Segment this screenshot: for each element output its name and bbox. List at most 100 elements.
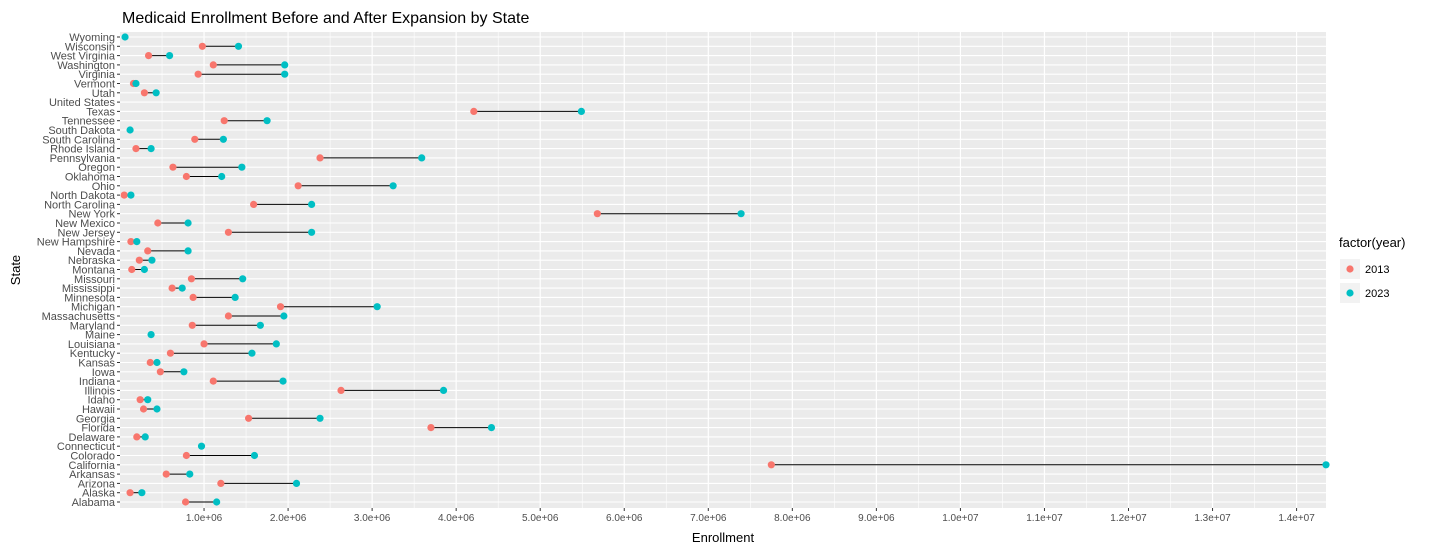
point-2013 bbox=[181, 498, 190, 506]
legend-title: factor(year) bbox=[1339, 235, 1405, 250]
point-2013 bbox=[316, 154, 324, 162]
y-tick-label: Florida bbox=[81, 423, 116, 435]
x-tick-label: 3.0e+06 bbox=[354, 513, 391, 524]
point-2023 bbox=[292, 479, 301, 487]
point-2013 bbox=[144, 247, 152, 255]
y-tick-label: Wisconsin bbox=[65, 41, 115, 53]
point-2013 bbox=[182, 451, 190, 460]
y-tick-label: Arkansas bbox=[69, 469, 115, 481]
y-tick-label: Montana bbox=[72, 265, 116, 277]
point-2013 bbox=[217, 479, 225, 487]
y-tick-label: United States bbox=[49, 97, 116, 109]
point-2023 bbox=[180, 368, 188, 376]
point-2023 bbox=[308, 228, 316, 236]
point-2023 bbox=[737, 210, 745, 218]
y-tick-label: Wyoming bbox=[69, 32, 115, 44]
y-tick-label: Maine bbox=[85, 330, 115, 342]
y-tick-label: Maryland bbox=[70, 320, 115, 332]
y-tick-label: Rhode Island bbox=[50, 144, 115, 156]
point-2023 bbox=[373, 303, 381, 311]
x-tick-label: 6.0e+06 bbox=[606, 513, 643, 524]
point-2013 bbox=[162, 470, 170, 478]
point-2023 bbox=[165, 52, 174, 60]
y-tick-label: Kansas bbox=[78, 358, 115, 370]
x-tick-label: 9.0e+06 bbox=[858, 513, 895, 524]
y-tick-label: South Carolina bbox=[42, 134, 116, 146]
point-2013 bbox=[140, 89, 148, 97]
point-2023 bbox=[577, 107, 585, 115]
point-2013 bbox=[126, 489, 134, 497]
point-2013 bbox=[191, 135, 199, 143]
y-tick-label: Hawaii bbox=[82, 404, 115, 416]
point-2013 bbox=[593, 210, 601, 218]
point-2023 bbox=[250, 451, 259, 460]
y-tick-label: South Dakota bbox=[48, 125, 116, 137]
point-2013 bbox=[144, 52, 153, 60]
point-2013 bbox=[276, 303, 285, 311]
point-2013 bbox=[188, 321, 196, 329]
point-2013 bbox=[250, 200, 258, 208]
y-tick-label: Iowa bbox=[92, 367, 116, 379]
point-2023 bbox=[153, 405, 161, 413]
point-2013 bbox=[132, 145, 140, 153]
gridlines bbox=[120, 32, 1326, 508]
point-2023 bbox=[152, 89, 160, 97]
y-tick-label: Georgia bbox=[76, 413, 116, 425]
point-2013 bbox=[166, 349, 175, 357]
point-2023 bbox=[418, 154, 426, 162]
y-tick-label: Washington bbox=[57, 60, 115, 72]
y-tick-label: Kentucky bbox=[70, 348, 116, 360]
point-2013 bbox=[135, 256, 143, 264]
y-tick-label: New Hampshire bbox=[37, 237, 115, 249]
point-2023 bbox=[389, 182, 397, 190]
point-2013 bbox=[120, 191, 128, 199]
y-tick-label: Missouri bbox=[74, 274, 115, 286]
y-tick-label: Pennsylvania bbox=[50, 153, 116, 165]
point-2023 bbox=[141, 433, 149, 441]
point-2023 bbox=[280, 312, 288, 320]
y-axis-title: State bbox=[8, 255, 23, 285]
point-2023 bbox=[138, 489, 146, 497]
point-2023 bbox=[126, 126, 134, 134]
legend-label-2023: 2023 bbox=[1365, 288, 1389, 300]
point-2023 bbox=[127, 191, 135, 199]
x-tick-label: 1.0e+06 bbox=[186, 513, 223, 524]
y-tick-label: Alabama bbox=[72, 497, 116, 509]
point-2013 bbox=[337, 386, 345, 394]
x-tick-label: 5.0e+06 bbox=[522, 513, 559, 524]
point-2023 bbox=[231, 293, 239, 301]
y-tick-label: Virginia bbox=[79, 69, 116, 81]
y-tick-label: Idaho bbox=[87, 395, 115, 407]
point-2023 bbox=[178, 284, 186, 292]
point-2023 bbox=[316, 414, 324, 422]
chart-title: Medicaid Enrollment Before and After Exp… bbox=[122, 10, 529, 27]
x-tick-label: 1.0e+07 bbox=[942, 513, 979, 524]
y-tick-label: Vermont bbox=[74, 79, 115, 91]
point-2013 bbox=[128, 265, 136, 274]
point-2023 bbox=[144, 396, 152, 404]
x-tick-label: 2.0e+06 bbox=[270, 513, 307, 524]
point-2023 bbox=[487, 424, 496, 432]
point-2023 bbox=[132, 79, 140, 88]
point-2023 bbox=[234, 42, 243, 50]
point-2023 bbox=[263, 117, 271, 125]
point-2023 bbox=[153, 358, 161, 367]
x-tick-label: 1.4e+07 bbox=[1278, 513, 1315, 524]
y-tick-label: West Virginia bbox=[51, 51, 116, 63]
point-2013 bbox=[189, 293, 197, 301]
y-tick-label: California bbox=[69, 460, 116, 472]
point-2023 bbox=[133, 238, 141, 246]
point-2023 bbox=[219, 135, 227, 143]
point-2013 bbox=[133, 433, 141, 441]
point-2023 bbox=[184, 247, 192, 255]
point-2023 bbox=[147, 145, 155, 153]
y-tick-label: Delaware bbox=[69, 432, 115, 444]
point-2013 bbox=[294, 182, 302, 190]
point-2023 bbox=[439, 386, 448, 394]
y-tick-label: Oregon bbox=[78, 162, 115, 174]
point-2023 bbox=[197, 442, 206, 450]
y-tick-label: Texas bbox=[86, 106, 115, 118]
x-tick-label: 4.0e+06 bbox=[438, 513, 475, 524]
point-2013 bbox=[194, 70, 202, 78]
x-axis-title: Enrollment bbox=[692, 530, 755, 545]
